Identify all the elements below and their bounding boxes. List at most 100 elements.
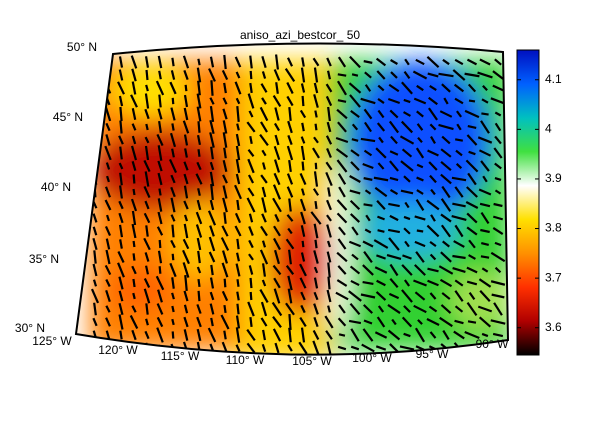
azimuth-bar — [94, 120, 97, 135]
azimuth-bar — [481, 113, 488, 114]
lon-label: 95° W — [416, 347, 449, 361]
lat-label: 35° N — [29, 252, 59, 266]
azimuth-bar — [250, 136, 251, 144]
azimuth-bar — [94, 161, 97, 170]
azimuth-bar — [173, 331, 174, 338]
azimuth-bar — [455, 139, 463, 140]
lon-label: 125° W — [32, 334, 72, 348]
lon-label: 100° W — [352, 351, 392, 365]
azimuth-bar — [172, 306, 173, 312]
azimuth-bar — [134, 253, 135, 260]
azimuth-bar — [315, 201, 316, 209]
azimuth-bar — [316, 124, 317, 130]
azimuth-bar — [211, 265, 212, 275]
azimuth-bar — [328, 187, 330, 196]
azimuth-bar — [134, 241, 135, 247]
azimuth-bar — [134, 174, 135, 183]
lon-label: 120° W — [98, 343, 138, 357]
azimuth-bar — [302, 123, 304, 131]
azimuth-bar — [481, 256, 489, 257]
azimuth-bar — [211, 318, 213, 326]
azimuth-bar — [94, 344, 96, 353]
azimuth-bar — [237, 304, 238, 314]
azimuth-bar — [120, 173, 122, 185]
azimuth-bar — [172, 58, 173, 66]
azimuth-bar — [250, 56, 252, 69]
azimuth-bar — [237, 239, 238, 249]
azimuth-bar — [146, 225, 147, 236]
azimuth-bar — [159, 95, 160, 108]
azimuth-bar — [251, 71, 252, 79]
azimuth-bar — [352, 74, 358, 75]
azimuth-bar — [250, 83, 251, 93]
azimuth-bar — [173, 98, 174, 104]
azimuth-bar — [251, 278, 252, 288]
azimuth-bar — [120, 107, 121, 121]
lon-label: 115° W — [161, 349, 200, 363]
azimuth-bar — [289, 198, 291, 211]
azimuth-bar — [289, 314, 290, 330]
azimuth-bar — [92, 55, 99, 69]
azimuth-bar — [224, 331, 225, 340]
azimuth-bar — [224, 55, 225, 69]
azimuth-bar — [107, 69, 109, 81]
azimuth-bar — [289, 107, 290, 121]
azimuth-bar — [468, 321, 476, 322]
azimuth-bar — [199, 149, 200, 157]
lat-label: 40° N — [41, 180, 71, 194]
azimuth-bar — [94, 149, 97, 158]
azimuth-bar — [224, 148, 226, 159]
azimuth-bar — [172, 225, 173, 238]
colorbar-tick-label: 3.7 — [545, 270, 562, 284]
azimuth-bar — [159, 71, 161, 79]
azimuth-bar — [225, 279, 226, 287]
azimuth-bar — [339, 334, 345, 335]
azimuth-bar — [94, 137, 96, 143]
azimuth-bar — [224, 212, 225, 224]
azimuth-bar — [211, 80, 212, 96]
azimuth-bar — [198, 59, 199, 65]
azimuth-bar — [172, 123, 173, 130]
azimuth-bar — [315, 240, 316, 248]
lon-label: 105° W — [292, 354, 332, 368]
azimuth-bar — [302, 57, 304, 66]
azimuth-bar — [133, 279, 134, 287]
azimuth-bar — [211, 184, 213, 200]
azimuth-bar — [160, 240, 161, 248]
colorbar-tick-label: 3.8 — [545, 221, 562, 235]
azimuth-bar — [364, 204, 373, 205]
azimuth-bar — [378, 230, 385, 232]
colorbar-tick-label: 3.9 — [545, 171, 562, 185]
lat-label: 50° N — [67, 40, 97, 54]
azimuth-bar — [120, 121, 121, 134]
azimuth-bar — [237, 124, 239, 131]
azimuth-bar — [146, 124, 147, 130]
azimuth-bar — [94, 84, 97, 92]
azimuth-bar — [328, 277, 329, 290]
azimuth-bar — [237, 106, 238, 122]
azimuth-bar — [250, 317, 251, 327]
azimuth-bar — [120, 147, 122, 160]
azimuth-bar — [237, 200, 238, 210]
colorbar-tick-label: 4 — [545, 122, 552, 136]
azimuth-bar — [469, 347, 476, 348]
azimuth-bar — [94, 70, 95, 81]
azimuth-bar — [185, 275, 186, 291]
azimuth-bar — [198, 279, 199, 287]
field — [60, 30, 520, 380]
azimuth-bar — [328, 263, 329, 278]
azimuth-bar — [338, 74, 346, 75]
azimuth-bar — [134, 189, 135, 195]
azimuth-bar — [237, 292, 238, 301]
map-title: aniso_azi_bestcor_ 50 — [240, 28, 360, 42]
azimuth-bar — [238, 279, 239, 286]
azimuth-bar — [92, 95, 97, 107]
lon-label: 110° W — [226, 353, 265, 367]
azimuth-bar — [251, 292, 252, 300]
colorbar — [517, 50, 539, 355]
azimuth-bar — [173, 254, 174, 260]
azimuth-bar — [303, 96, 304, 106]
azimuth-bar — [94, 250, 95, 263]
lat-label: 45° N — [53, 110, 83, 124]
